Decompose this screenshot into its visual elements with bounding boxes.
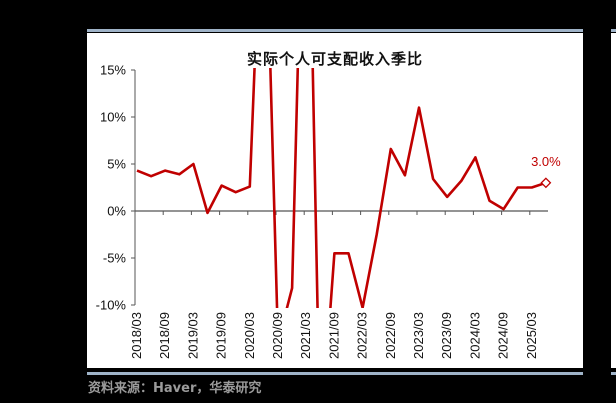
diamond-marker-icon [540, 177, 552, 189]
top-rule [87, 29, 583, 32]
bottom-rule [87, 372, 583, 375]
x-tick-label: 2025/03 [524, 312, 539, 359]
y-tick-label: 5% [107, 157, 126, 172]
x-tick-label: 2023/03 [411, 312, 426, 359]
x-tick-label: 2021/09 [326, 312, 341, 359]
x-tick-label: 2018/03 [129, 312, 144, 359]
source-note: 资料来源：Haver，华泰研究 [88, 381, 262, 396]
y-axis: 15% 10% 5% 0% -5% -10% [96, 63, 136, 313]
y-tick-label: -5% [103, 251, 127, 266]
x-tick-label: 2024/09 [496, 312, 511, 359]
y-tick-label: -10% [96, 298, 127, 313]
x-tick-label: 2018/09 [157, 312, 172, 359]
chart-title: 实际个人可支配收入季比 [246, 50, 423, 68]
y-tick-label: 10% [100, 110, 126, 125]
x-tick-label: 2020/03 [242, 312, 257, 359]
x-tick-label: 2021/03 [298, 312, 313, 359]
y-tick-label: 15% [100, 63, 126, 78]
neighbor-bottom-rule [611, 372, 616, 375]
series-line [136, 68, 547, 308]
x-tick-label: 2022/09 [383, 312, 398, 359]
x-tick-label: 2019/09 [214, 312, 229, 359]
last-value-annotation: 3.0% [531, 154, 561, 189]
y-tick-label: 0% [107, 204, 126, 219]
x-axis: 2018/03 2018/09 2019/03 2019/09 2020/03 2020/… [129, 210, 548, 359]
neighbor-top-rule [611, 29, 616, 32]
chart-panel: 实际个人可支配收入季比 [87, 33, 583, 368]
x-tick-label: 2024/03 [467, 312, 482, 359]
x-tick-label: 2023/09 [439, 312, 454, 359]
last-value-label: 3.0% [531, 154, 561, 169]
neighbor-panel [611, 33, 616, 368]
x-tick-label: 2022/03 [355, 312, 370, 359]
x-tick-label: 2020/09 [270, 312, 285, 359]
x-tick-label: 2019/03 [185, 312, 200, 359]
